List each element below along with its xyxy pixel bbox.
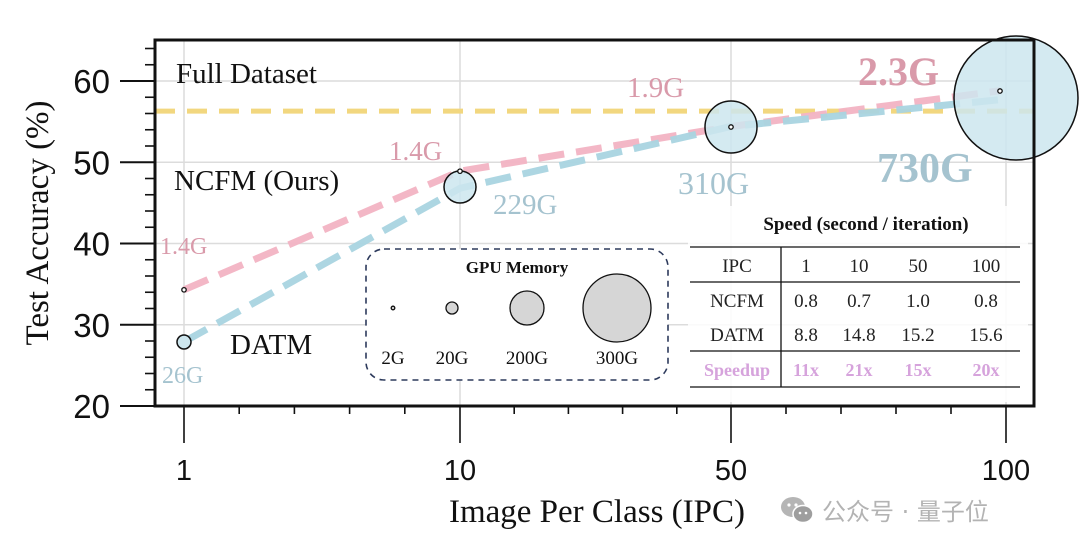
legend-bubble (390, 305, 396, 311)
ncfm-point (181, 286, 187, 293)
table-header-cell: IPC (722, 256, 752, 277)
memory-bubbles (176, 35, 1079, 350)
ncfm-series-label: NCFM (Ours) (174, 165, 339, 197)
table-bg (688, 206, 1028, 402)
ncfm-memory-label: 1.4G (389, 136, 442, 166)
series-lines (182, 87, 1001, 345)
legend-bubble (445, 301, 459, 315)
table-cell: DATM (710, 325, 764, 346)
table-title: Speed (second / iteration) (763, 214, 968, 235)
datm-bubble (953, 35, 1079, 161)
full-dataset-label: Full Dataset (176, 58, 317, 90)
datm-memory-label: 310G (678, 165, 749, 201)
wechat-icon (781, 496, 814, 523)
table-header-cell: 10 (850, 256, 869, 277)
datm-bubble (176, 334, 192, 350)
x-tick-label: 100 (982, 455, 1030, 487)
y-tick-label: 40 (73, 226, 110, 263)
speedup-cell: 15x (905, 360, 932, 380)
ncfm-memory-label: 2.3G (858, 49, 939, 94)
watermark-text: 公众号 · 量子位 (822, 498, 989, 526)
legend-bubble (509, 290, 545, 326)
axes: 20 30 40 50 60 1 10 50 100 Image Per Class (IPC) T… (20, 38, 1036, 530)
table-cell: 1.0 (906, 291, 930, 312)
series-line-datm (182, 96, 1001, 345)
table-cell: 0.8 (794, 291, 818, 312)
legend-bubble-label: 20G (436, 348, 469, 369)
speedup-cell: 20x (973, 360, 1000, 380)
full-dataset-line: Full Dataset (155, 58, 1034, 114)
x-tick-label: 10 (444, 455, 476, 487)
datm-memory-label: 229G (493, 189, 558, 221)
y-tick-label: 60 (73, 63, 110, 100)
y-tick-label: 30 (73, 307, 110, 344)
y-tick-label: 20 (73, 388, 110, 425)
speedup-cell: Speedup (704, 360, 770, 380)
y-tick-label: 50 (73, 144, 110, 181)
table-cell: 15.6 (969, 325, 1002, 346)
legend-bubble (582, 273, 652, 343)
series-line-ncfm (182, 87, 1001, 294)
datm-memory-label: 26G (162, 363, 203, 389)
table-cell: 15.2 (901, 325, 934, 346)
legend-title: GPU Memory (466, 258, 569, 277)
ncfm-point (728, 124, 734, 130)
table-cell: 14.8 (842, 325, 875, 346)
table-cell: 0.7 (847, 291, 871, 312)
y-axis-label: Test Accuracy (%) (20, 100, 56, 345)
legend-bubble-label: 2G (381, 348, 405, 369)
datm-series-label: DATM (230, 329, 312, 361)
ncfm-memory-label: 1.4G (160, 234, 207, 260)
ncfm-point (457, 168, 463, 175)
datm-memory-label: 730G (877, 146, 973, 192)
plot-frame (153, 38, 1036, 408)
x-axis-label: Image Per Class (IPC) (449, 494, 745, 530)
x-tick-label: 1 (176, 455, 192, 487)
datm-bubble (443, 170, 477, 204)
ncfm-point (997, 88, 1003, 94)
speedup-cell: 21x (846, 360, 873, 380)
gpu-memory-legend: GPU Memory 2G 20G 200G 300G (365, 248, 669, 381)
speed-table: Speed (second / iteration) IPC 1 10 50 100 NCF… (688, 206, 1028, 402)
annotations: NCFM (Ours) DATM 1.4G 1.4G 1.9G 2.3G 26G 229G 31… (160, 49, 973, 389)
table-cell: 0.8 (974, 291, 998, 312)
table-cell: NCFM (710, 291, 764, 312)
ncfm-memory-label: 1.9G (627, 72, 684, 104)
watermark: 公众号 · 量子位 (780, 492, 989, 527)
table-cell: 8.8 (794, 325, 818, 346)
legend-bubble-label: 200G (506, 348, 549, 369)
x-tick-label: 50 (715, 455, 747, 487)
legend-bubble-label: 300G (596, 348, 639, 369)
table-header-cell: 50 (909, 256, 928, 277)
table-header-cell: 100 (972, 256, 1001, 277)
speedup-cell: 11x (793, 360, 819, 380)
table-header-cell: 1 (801, 256, 811, 277)
